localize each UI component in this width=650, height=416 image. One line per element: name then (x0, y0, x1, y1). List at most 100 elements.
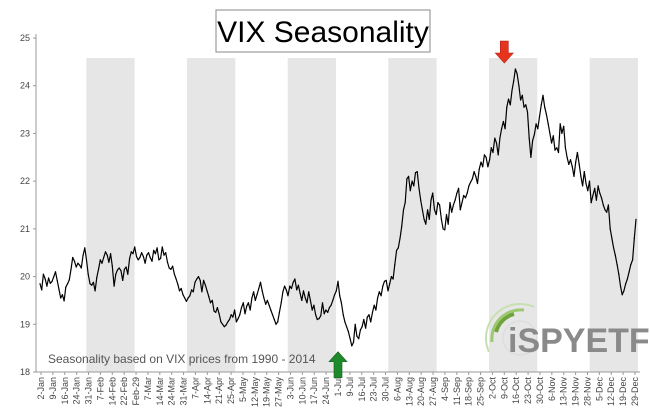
x-tick-label: 13-Nov (559, 377, 569, 407)
data-point (115, 273, 117, 275)
data-point (277, 321, 279, 323)
y-tick-label: 21 (20, 224, 30, 234)
data-point (147, 252, 150, 254)
x-tick-label: 5-May (238, 377, 248, 403)
data-point (454, 199, 456, 201)
data-point (178, 290, 181, 292)
x-tick-label: 23-Jul (369, 377, 379, 402)
data-point (630, 264, 632, 266)
data-point (573, 175, 575, 177)
trough-arrow-icon (328, 351, 348, 379)
data-point (199, 279, 201, 281)
x-tick-label: 12-May (250, 377, 260, 408)
data-point (526, 111, 529, 113)
data-point (600, 197, 603, 199)
data-point (332, 299, 334, 301)
data-point (134, 246, 136, 248)
data-point (578, 163, 580, 165)
band-jun (287, 58, 336, 372)
x-tick-label: 6-Nov (547, 377, 557, 402)
y-tick-label: 25 (20, 33, 30, 43)
data-point (42, 273, 45, 275)
x-tick-label: 24-Jan (72, 377, 82, 405)
data-point (335, 290, 337, 292)
data-point (549, 132, 551, 134)
x-tick-label: 31-Jan (84, 377, 94, 405)
data-point (118, 267, 120, 269)
data-point (196, 278, 198, 280)
data-point (170, 268, 172, 270)
data-point (82, 254, 84, 256)
y-tick-label: 24 (20, 81, 30, 91)
data-point (240, 307, 243, 309)
data-point (373, 304, 375, 306)
data-point (246, 305, 248, 307)
data-point (542, 94, 544, 96)
data-point (380, 295, 382, 297)
data-point (161, 246, 163, 248)
data-point (141, 252, 143, 254)
data-point (306, 302, 308, 304)
data-point (337, 280, 339, 282)
data-point (92, 281, 94, 283)
data-point (432, 192, 434, 194)
data-point (604, 209, 606, 211)
x-tick-label: 14-Apr (202, 377, 212, 404)
data-point (297, 284, 299, 286)
data-point (266, 299, 268, 301)
data-point (270, 309, 272, 311)
data-point (552, 135, 554, 137)
data-point (320, 315, 322, 317)
x-tick-label: 14-Mar (155, 377, 165, 406)
data-point (566, 156, 568, 158)
y-tick-label: 23 (20, 128, 30, 138)
data-point (201, 291, 203, 293)
data-point (287, 295, 289, 297)
data-point (225, 324, 227, 326)
data-point (592, 194, 594, 197)
data-point (182, 294, 184, 296)
data-point (187, 297, 189, 299)
data-point (452, 204, 454, 206)
data-point (101, 262, 103, 264)
data-point (163, 254, 165, 256)
data-point (275, 323, 277, 325)
data-point (470, 181, 472, 183)
data-point (538, 116, 541, 118)
data-point (613, 247, 615, 249)
data-point (382, 285, 384, 287)
data-point (437, 202, 439, 204)
data-point (406, 178, 408, 180)
data-point (471, 178, 473, 180)
data-point (154, 253, 156, 255)
data-point (149, 256, 151, 259)
data-point (490, 147, 492, 149)
data-point (80, 267, 82, 269)
x-tick-label: 19-Dec (618, 377, 628, 407)
data-point (116, 269, 119, 271)
data-point (392, 278, 394, 280)
x-tick-label: 30-Jul (381, 377, 391, 402)
data-point (265, 303, 267, 305)
x-tick-label: 9-Jan (48, 377, 58, 400)
data-point (94, 290, 96, 292)
data-point (445, 213, 448, 216)
data-point (575, 161, 577, 163)
data-point (425, 223, 427, 225)
data-point (56, 279, 58, 281)
data-point (356, 335, 358, 337)
data-point (39, 283, 41, 285)
data-point (334, 294, 336, 296)
x-tick-label: 31-Mar (179, 377, 189, 406)
data-point (166, 261, 169, 263)
data-point (387, 290, 389, 292)
data-point (576, 151, 579, 154)
data-point (237, 318, 239, 320)
data-point (595, 199, 598, 201)
x-tick-label: 2-Jan (36, 377, 46, 400)
data-point (569, 159, 572, 161)
data-point (65, 286, 67, 288)
data-point (499, 137, 501, 139)
data-point (487, 166, 489, 168)
